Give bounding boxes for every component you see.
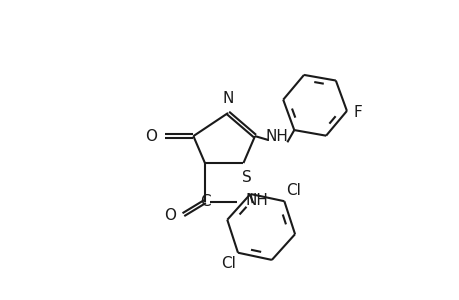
Text: NH: NH (265, 129, 288, 144)
Text: O: O (145, 129, 157, 144)
Text: S: S (241, 170, 251, 185)
Text: Cl: Cl (285, 183, 300, 198)
Text: Cl: Cl (221, 256, 235, 271)
Text: N: N (222, 91, 233, 106)
Text: C: C (199, 194, 210, 209)
Text: O: O (164, 208, 176, 223)
Text: F: F (353, 105, 361, 120)
Text: NH: NH (245, 193, 268, 208)
